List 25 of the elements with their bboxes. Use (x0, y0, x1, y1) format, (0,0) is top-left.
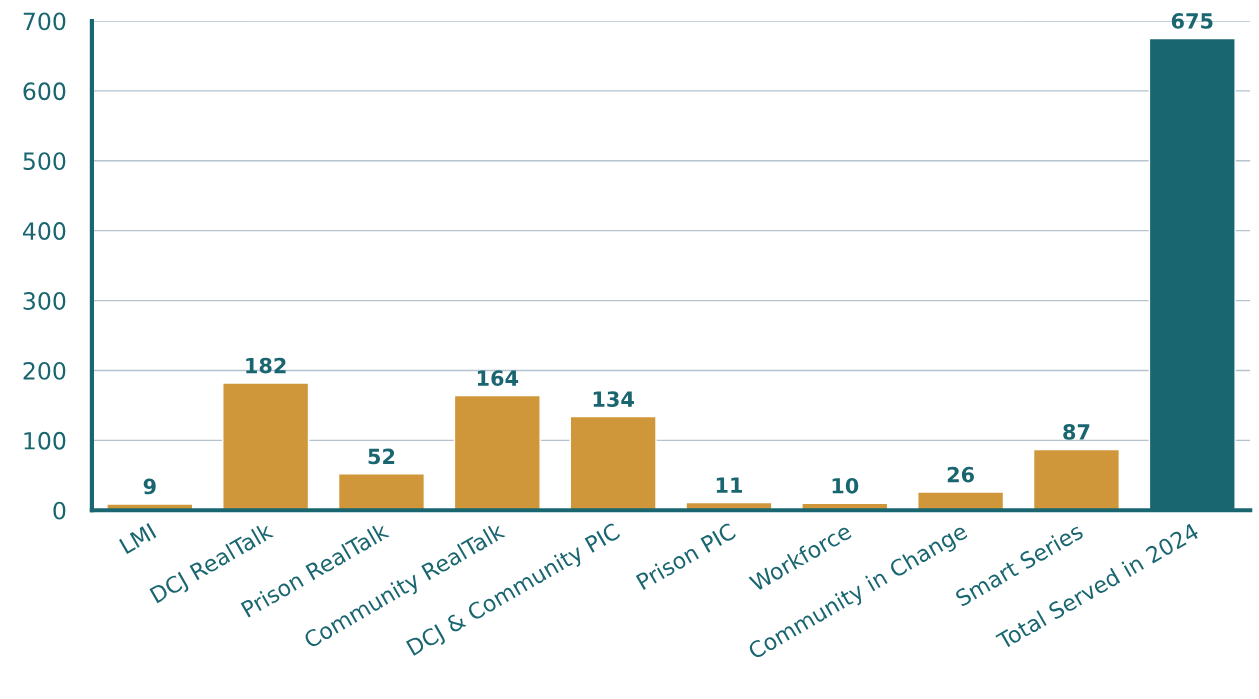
data-label: 11 (716, 477, 743, 493)
bar (222, 382, 310, 511)
bar (917, 491, 1005, 511)
x-tick-label: LMI (119, 523, 157, 554)
bar (569, 415, 657, 511)
y-tick-label: 600 (23, 82, 66, 101)
data-label: 52 (368, 448, 395, 465)
y-tick-label: 200 (23, 361, 66, 380)
data-label: 182 (246, 357, 286, 374)
y-tick-label: 0 (53, 501, 66, 520)
data-label: 87 (1063, 424, 1090, 440)
data-label: 10 (832, 477, 859, 494)
data-label: 675 (1171, 13, 1213, 29)
bar (453, 394, 541, 511)
y-tick-label: 300 (23, 292, 66, 310)
y-tick-label: 100 (24, 431, 66, 450)
data-label: 164 (477, 370, 519, 387)
data-label: 9 (143, 478, 156, 495)
bar (1032, 448, 1120, 511)
data-label: 26 (947, 466, 974, 483)
data-label: 134 (593, 391, 634, 407)
y-tick-label: 700 (23, 12, 66, 31)
bar (337, 473, 426, 511)
y-tick-label: 500 (23, 152, 66, 171)
y-tick-label: 400 (22, 222, 66, 240)
